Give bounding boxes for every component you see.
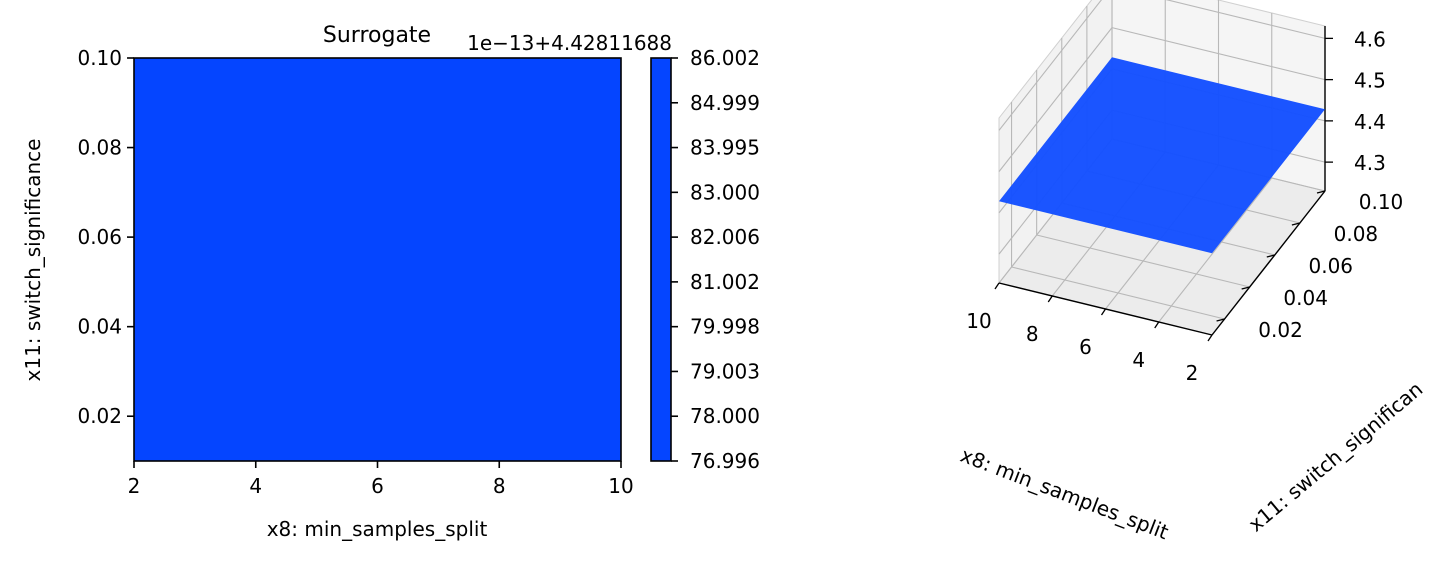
colorbar-tick-label: 76.996 (690, 449, 760, 473)
surface-y-tick-label: 0.04 (1283, 286, 1328, 310)
colorbar-frame (650, 57, 672, 462)
colorbar-tick-label: 78.000 (690, 404, 760, 428)
heatmap-x-tick-label: 8 (493, 474, 506, 498)
surface-y-tick-label: 0.02 (1258, 318, 1303, 342)
surface-y-tick-label: 0.08 (1334, 222, 1379, 246)
surface-gridline (1036, 234, 1250, 288)
surface-y-axis-label: x11: switch_significan (1244, 377, 1428, 537)
heatmap-x-tick-label: 6 (371, 474, 384, 498)
surface-x-tick-mark (1100, 308, 1107, 316)
colorbar-tick-label: 83.000 (690, 180, 760, 204)
surface-z-ticks: 4.3 4.4 4.5 4.6 (1325, 27, 1386, 175)
heatmap-y-tick-label: 0.08 (77, 136, 122, 160)
surface-x-tick-mark (1047, 295, 1053, 303)
colorbar-offset-label: 1e−13+4.42811688 (467, 31, 672, 55)
colorbar-ticks: 86.002 84.999 83.995 83.000 82.006 81.002 79.9… (671, 46, 760, 473)
surface-gridline (1158, 177, 1273, 323)
surface-x-axis-label: x8: min_samples_split (957, 443, 1172, 545)
surface-x-tick-mark (994, 282, 1000, 290)
colorbar-tick-label: 81.002 (690, 270, 760, 294)
colorbar-tick-label: 83.995 (690, 136, 760, 160)
surface-z-tick-label: 4.4 (1354, 110, 1386, 134)
colorbar-fill (651, 58, 671, 461)
heatmap-y-axis-label: x11: switch_significance (21, 139, 45, 382)
surface-x-tick-label: 4 (1132, 348, 1145, 372)
heatmap-x-tick-label: 2 (128, 474, 141, 498)
colorbar-tick-label: 86.002 (690, 46, 760, 70)
heatmap-x-tick-label: 10 (608, 474, 633, 498)
surface-y-tick-mark (1316, 190, 1326, 194)
surface-y-tick-label: 0.10 (1359, 190, 1404, 214)
surface-y-tick-label: 0.06 (1309, 254, 1354, 278)
colorbar-tick-label: 84.999 (690, 91, 760, 115)
heatmap-panel: 2 4 6 8 10 0.02 0.04 0.06 0.08 0.10 Surrogate x8… (21, 23, 634, 541)
surface-panel: 2 4 6 8 10 0.02 0.04 0.06 0.08 0.10 4.3 4.4 4.5 4.6… (957, 0, 1427, 544)
surface-y-tick-mark (1291, 222, 1301, 226)
surface-x-tick-label: 8 (1026, 322, 1039, 346)
heatmap-x-axis-label: x8: min_samples_split (267, 517, 488, 541)
surface-gridline (998, 27, 1113, 172)
surface-x-tick-label: 2 (1186, 361, 1199, 385)
colorbar-tick-label: 82.006 (690, 225, 760, 249)
surface-y-tick-mark (1266, 254, 1275, 258)
heatmap-x-tick-label: 4 (249, 474, 262, 498)
surface-x-tick-label: 10 (966, 309, 991, 333)
surface-x-tick-mark (1207, 334, 1213, 342)
surface-gridline (1111, 27, 1326, 81)
surface-x-tick-label: 6 (1079, 335, 1092, 359)
surface-y-tick-mark (1241, 286, 1250, 290)
heatmap-y-ticks: 0.02 0.04 0.06 0.08 0.10 (77, 46, 134, 428)
surface-plane (999, 57, 1325, 254)
colorbar-tick-label: 79.998 (690, 315, 760, 339)
surface-z-tick-label: 4.6 (1354, 27, 1386, 51)
surface-x-tick-mark (1154, 321, 1160, 329)
colorbar-tick-label: 79.003 (690, 359, 760, 383)
heatmap-y-tick-label: 0.10 (77, 46, 122, 70)
surface-gridline (998, 0, 1103, 131)
surface-axis-line (1211, 190, 1326, 336)
heatmap-y-tick-label: 0.04 (77, 315, 122, 339)
heatmap-x-ticks: 2 4 6 8 10 (128, 461, 634, 498)
surface-z-tick-label: 4.5 (1354, 69, 1386, 93)
surface-x-ticks: 2 4 6 8 10 (966, 282, 1213, 385)
surface-y-tick-mark (1216, 318, 1225, 322)
heatmap-title: Surrogate (323, 23, 431, 48)
heatmap-y-tick-label: 0.02 (77, 404, 122, 428)
surface-y-ticks: 0.02 0.04 0.06 0.08 0.10 (1216, 190, 1404, 342)
heatmap-y-tick-label: 0.06 (77, 225, 122, 249)
heatmap-fill (134, 58, 621, 461)
surface-z-tick-label: 4.3 (1354, 151, 1386, 175)
colorbar: 86.002 84.999 83.995 83.000 82.006 81.002 79.9… (467, 31, 760, 473)
surface-gridline (1011, 266, 1225, 320)
surface-gridline (1165, 0, 1326, 39)
